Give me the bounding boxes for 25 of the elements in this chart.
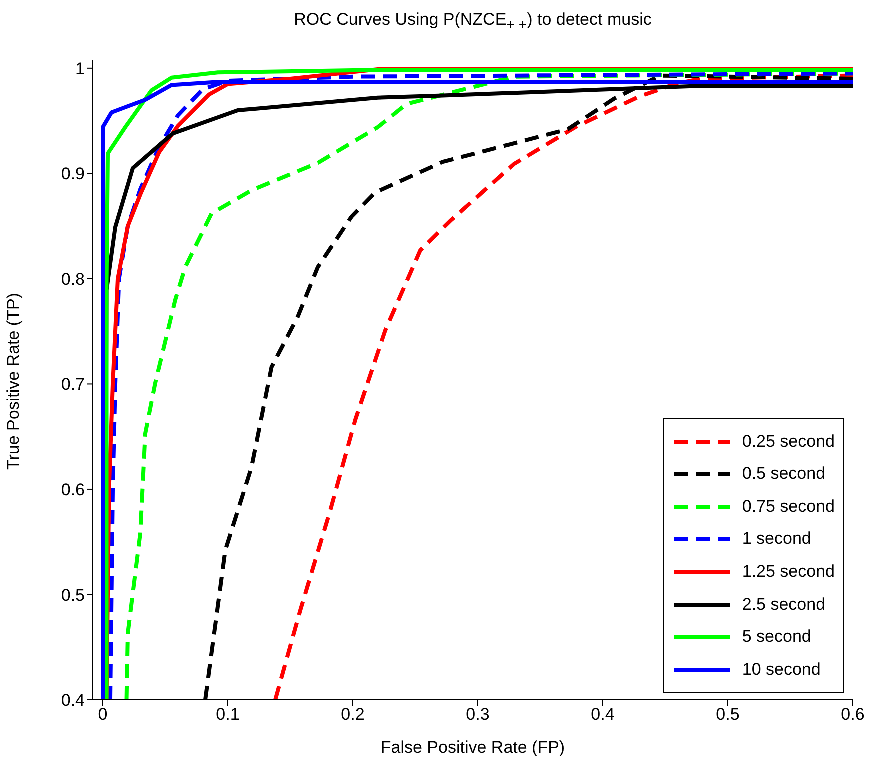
legend-label: 5 second bbox=[742, 627, 812, 648]
y-tick-label: 0.4 bbox=[61, 691, 85, 710]
legend-label: 1 second bbox=[742, 529, 812, 550]
chart-title: ROC Curves Using P(NZCE$_{+ +}$) to detect music bbox=[293, 10, 653, 34]
legend-label: 0.25 second bbox=[742, 432, 835, 452]
x-tick-label: 0.6 bbox=[841, 705, 865, 724]
legend-label: 0.75 second bbox=[742, 496, 835, 517]
x-axis-title: False Positive Rate (FP) bbox=[380, 738, 566, 757]
legend-label: 10 second bbox=[742, 660, 821, 680]
y-tick-label: 1 bbox=[76, 59, 85, 78]
y-tick-label: 0.5 bbox=[61, 586, 85, 605]
y-tick-label: 0.7 bbox=[61, 375, 85, 394]
x-tick-label: 0.2 bbox=[341, 705, 365, 724]
x-tick-label: 0.5 bbox=[716, 705, 740, 724]
x-tick-label: 0.3 bbox=[466, 705, 490, 724]
x-tick-label: 0.4 bbox=[591, 705, 615, 724]
legend-label: 0.5 second bbox=[742, 464, 826, 484]
legend-label: 2.5 second bbox=[742, 594, 826, 615]
y-tick-label: 0.9 bbox=[61, 164, 85, 184]
y-tick-label: 0.6 bbox=[61, 480, 85, 500]
x-tick-label: 0.1 bbox=[216, 705, 240, 724]
legend-label: 1.25 second bbox=[742, 562, 835, 582]
x-tick-label: 0 bbox=[98, 705, 108, 724]
y-axis-title: True Positive Rate (TP) bbox=[4, 293, 24, 470]
y-tick-label: 0.8 bbox=[61, 270, 85, 289]
